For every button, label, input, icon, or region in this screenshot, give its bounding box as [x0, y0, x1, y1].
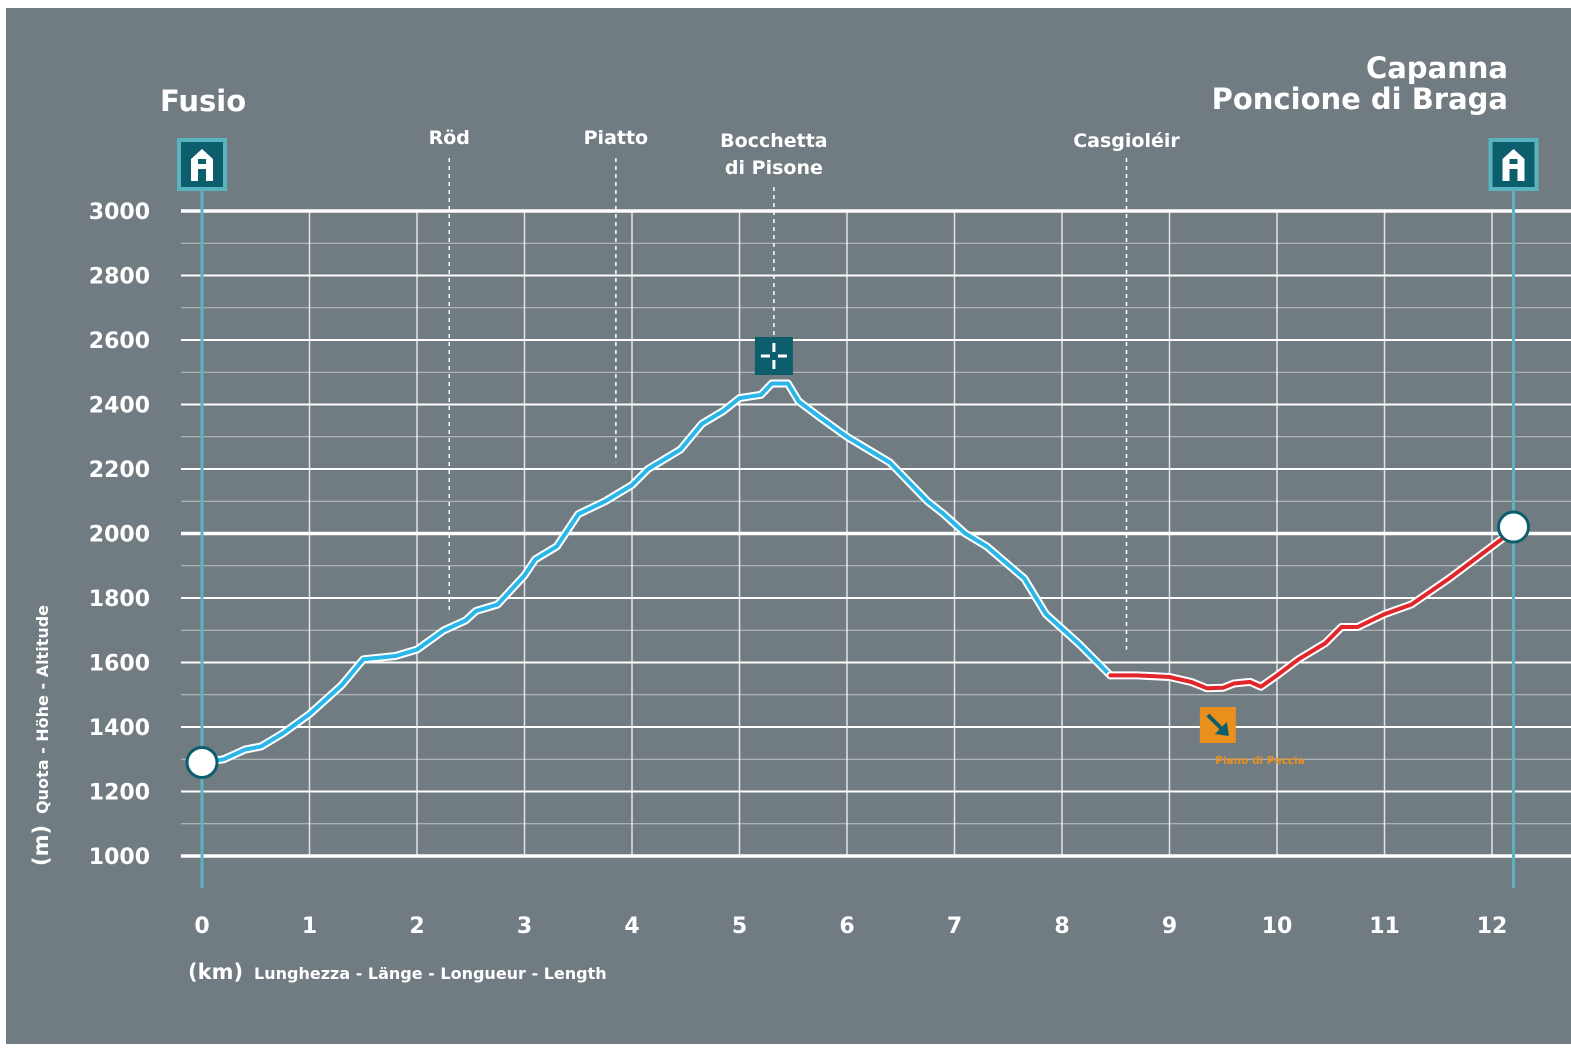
hut-icon-window	[1509, 159, 1518, 164]
profile-outline-variant	[1106, 526, 1518, 693]
y-tick-label: 2400	[89, 394, 150, 419]
profile-layer	[198, 379, 1518, 767]
waypoint-leaders	[448, 158, 1128, 650]
tick-labels: 1000 1200 1400 1600 1800 2000 2200 2400 2600 2800…	[89, 200, 1508, 939]
waypoint-label: Casgioléir	[1073, 130, 1180, 152]
profile-line-main	[200, 381, 1113, 765]
start-hut-icon	[177, 138, 227, 191]
start-point-circle	[185, 745, 219, 779]
y-tick-label: 2600	[89, 329, 150, 354]
chart-panel	[6, 8, 1571, 1044]
end-point-circle	[1497, 510, 1530, 544]
waypoint-label-line: di Pisone	[725, 157, 823, 179]
hut-icon-door	[1509, 169, 1518, 181]
waypoint-label-line: Röd	[429, 127, 470, 149]
y-tick-label: 1000	[89, 845, 150, 870]
y-tick-label: 1200	[89, 781, 150, 806]
x-axis-description: Lunghezza - Länge - Longueur - Length	[254, 964, 607, 983]
y-tick-label: 2200	[89, 458, 150, 483]
y-tick-label: 1400	[89, 716, 150, 741]
end-title-line2: Poncione di Braga	[1212, 82, 1508, 116]
x-tick-label: 3	[517, 914, 532, 939]
hut-icon-house	[191, 149, 213, 181]
y-tick-label: 3000	[89, 200, 150, 225]
end-hut-icon	[1488, 138, 1539, 191]
x-axis-title: (km) Lunghezza - Länge - Longueur - Leng…	[188, 960, 607, 984]
x-tick-label: 10	[1262, 914, 1293, 939]
x-tick-label: 6	[839, 914, 854, 939]
exit-arrow-icon	[1199, 707, 1236, 743]
x-tick-label: 8	[1054, 914, 1069, 939]
y-tick-label: 1600	[89, 652, 150, 677]
waypoint-label-line: Casgioléir	[1073, 130, 1180, 152]
y-tick-label: 2800	[89, 265, 150, 290]
start-title: Fusio	[160, 84, 246, 118]
waypoint-label: Röd	[429, 127, 470, 149]
exit-icon-head	[1214, 722, 1229, 736]
y-axis-title: (m) Quota - Höhe - Altitude	[29, 605, 53, 866]
profile-outline-main	[198, 379, 1115, 767]
x-tick-label: 4	[624, 914, 639, 939]
end-title-line1: Capanna	[1366, 51, 1508, 85]
waypoint-label: Piatto	[584, 127, 648, 149]
y-tick-label: 2000	[89, 523, 150, 548]
y-tick-label: 1800	[89, 587, 150, 612]
y-axis-unit: (m)	[29, 825, 53, 866]
hut-icon-house	[1502, 149, 1525, 181]
waypoint-label-line: Bocchetta	[720, 130, 827, 152]
waypoint-label-line: Piatto	[584, 127, 648, 149]
waypoint-label: Bocchetta di Pisone	[720, 130, 827, 179]
x-tick-label: 9	[1162, 914, 1177, 939]
x-axis-unit: (km)	[188, 960, 243, 984]
x-tick-label: 1	[302, 914, 317, 939]
pass-icon	[754, 337, 793, 375]
x-tick-label: 5	[732, 914, 747, 939]
x-tick-label: 0	[194, 914, 209, 939]
x-tick-label: 11	[1369, 914, 1400, 939]
y-axis-description: Quota - Höhe - Altitude	[33, 605, 52, 814]
pass-icon-bg	[754, 337, 793, 375]
waypoint-labels: Röd Piatto Bocchetta di Pisone Casgioléir	[429, 127, 1181, 179]
marker-layer	[177, 138, 1539, 888]
x-tick-label: 2	[409, 914, 424, 939]
side-point-label: Piano di Peccia	[1215, 755, 1304, 767]
profile-line-variant	[1108, 528, 1516, 691]
grid-layer	[181, 209, 1571, 858]
x-tick-label: 12	[1477, 914, 1508, 939]
x-tick-label: 7	[947, 914, 962, 939]
hut-icon-window	[198, 159, 206, 164]
hut-icon-door	[198, 169, 206, 181]
